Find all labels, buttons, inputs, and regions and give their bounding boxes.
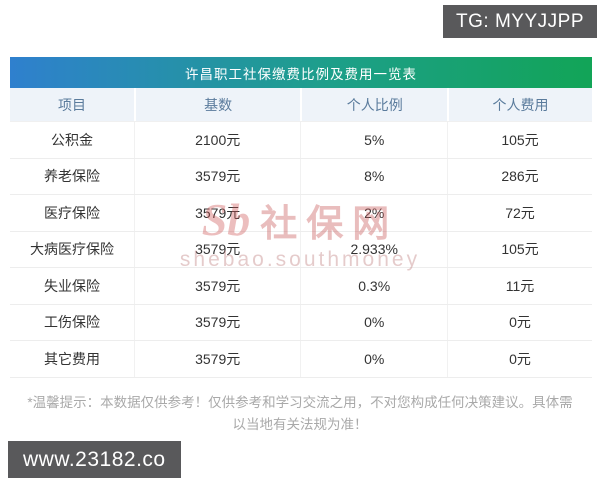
- cell-fee: 11元: [447, 268, 592, 304]
- cell-ratio: 5%: [300, 122, 447, 158]
- cell-fee: 0元: [447, 341, 592, 377]
- table-header-row: 项目 基数 个人比例 个人费用: [10, 88, 592, 121]
- table-title: 许昌职工社保缴费比例及费用一览表: [10, 57, 592, 88]
- cell-ratio: 2.933%: [300, 231, 447, 267]
- disclaimer-line-1: *温馨提示：本数据仅供参考！仅供参考和学习交流之用，不对您构成任何决策建议。具体…: [27, 395, 573, 410]
- cell-ratio: 0%: [300, 304, 447, 340]
- social-insurance-table: 许昌职工社保缴费比例及费用一览表 项目 基数 个人比例 个人费用 公积金 210…: [10, 57, 592, 378]
- table-row: 医疗保险 3579元 2% 72元: [10, 195, 592, 232]
- cell-ratio: 2%: [300, 195, 447, 231]
- disclaimer-line-2: 以当地有关法规为准！: [232, 417, 368, 433]
- cell-base: 3579元: [133, 158, 300, 194]
- table-row: 工伤保险 3579元 0% 0元: [10, 304, 592, 341]
- cell-fee: 286元: [447, 158, 592, 194]
- table-row: 公积金 2100元 5% 105元: [10, 122, 592, 159]
- table-row: 其它费用 3579元 0% 0元: [10, 341, 592, 378]
- cell-fee: 0元: [447, 304, 592, 340]
- cell-item: 公积金: [50, 131, 93, 148]
- cell-base: 3579元: [133, 341, 300, 377]
- column-header-personal-fee: 个人费用: [447, 88, 592, 121]
- column-header-item: 项目: [57, 96, 86, 113]
- cell-ratio: 8%: [300, 158, 447, 194]
- cell-fee: 72元: [447, 195, 592, 231]
- cell-fee: 105元: [447, 122, 592, 158]
- column-header-personal-ratio: 个人比例: [300, 88, 447, 121]
- cell-ratio: 0.3%: [300, 268, 447, 304]
- column-header-base: 基数: [133, 88, 300, 121]
- table-body: 公积金 2100元 5% 105元 养老保险 3579元 8% 286元 医疗保…: [10, 121, 592, 378]
- cell-ratio: 0%: [300, 341, 447, 377]
- cell-fee: 105元: [447, 231, 592, 267]
- cell-item: 工伤保险: [43, 314, 100, 331]
- cell-base: 3579元: [133, 268, 300, 304]
- cell-base: 3579元: [133, 195, 300, 231]
- cell-base: 3579元: [133, 231, 300, 267]
- cell-item: 失业保险: [43, 277, 100, 294]
- cell-base: 3579元: [133, 304, 300, 340]
- cell-item: 医疗保险: [43, 204, 100, 221]
- tg-contact-badge: TG: MYYJJPP: [443, 5, 597, 38]
- table-row: 大病医疗保险 3579元 2.933% 105元: [10, 231, 592, 268]
- disclaimer-text: *温馨提示：本数据仅供参考！仅供参考和学习交流之用，不对您构成任何决策建议。具体…: [22, 392, 578, 437]
- cell-item: 其它费用: [43, 350, 100, 367]
- table-row: 养老保险 3579元 8% 286元: [10, 158, 592, 195]
- site-url-badge: www.23182.co: [8, 441, 181, 478]
- table-row: 失业保险 3579元 0.3% 11元: [10, 268, 592, 305]
- cell-base: 2100元: [133, 122, 300, 158]
- cell-item: 养老保险: [43, 168, 100, 185]
- cell-item: 大病医疗保险: [29, 241, 114, 258]
